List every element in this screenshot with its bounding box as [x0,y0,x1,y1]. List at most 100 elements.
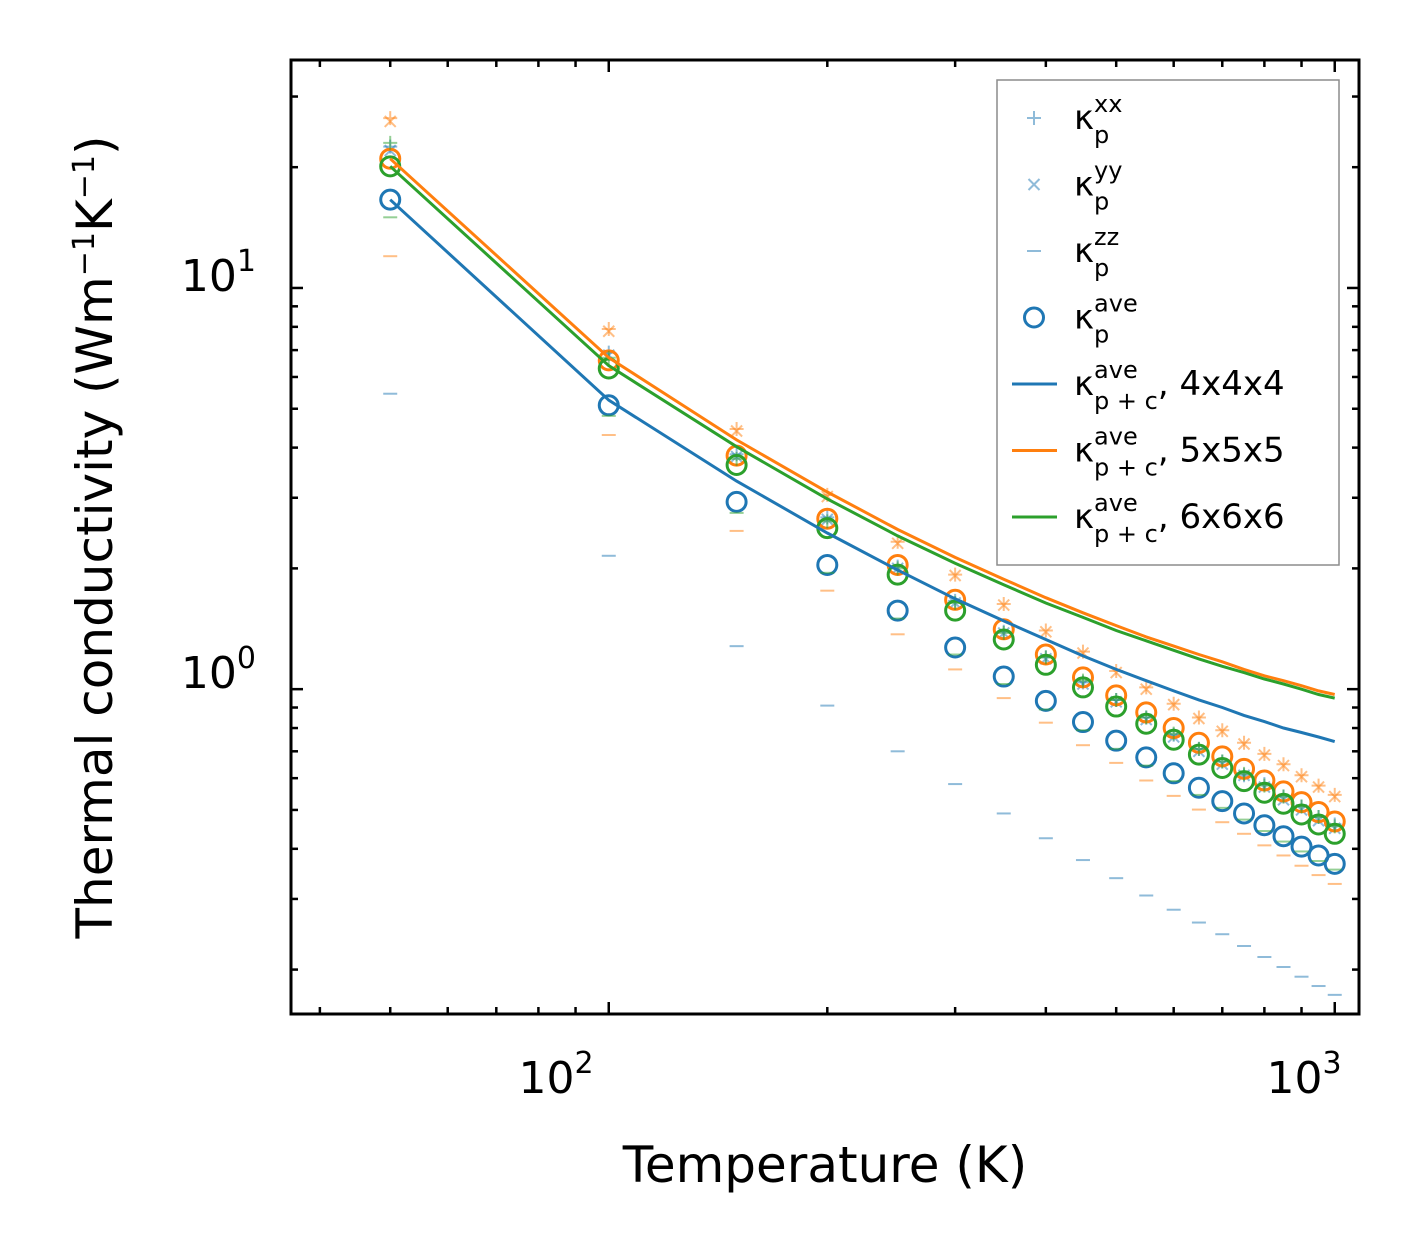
point-kave_4-800 [1253,814,1276,837]
point-kave_4-150 [725,490,748,513]
point-kave_4-650 [1187,776,1210,799]
x-tick-label-1000: 103 [1266,1046,1341,1104]
point-kxx_6-550 [1139,710,1154,725]
point-kxx_6-700 [1215,754,1230,769]
legend-item-kpc_4: κave p + c, 4x4x4 [1012,356,1285,415]
point-kyy_5-750 [1237,737,1251,751]
point-kave_6-400 [1034,653,1057,676]
point-kave_4-400 [1034,689,1057,712]
point-kave_6-550 [1135,712,1158,735]
point-kave_6-950 [1307,813,1330,836]
legend-label-kxx_4: κxx p [1074,90,1122,149]
point-kyy_5-850 [1277,759,1290,772]
series-kyy_5 [384,115,1341,803]
point-kxx_5-150 [729,422,744,437]
point-kyy_5-800 [1258,748,1271,762]
point-kave_6-600 [1162,728,1185,751]
point-kyy_5-600 [1167,698,1180,711]
legend-item-kpc_6: κave p + c, 6x6x6 [1012,489,1285,548]
line-kpc_6 [389,165,1336,700]
point-kave_4-50 [379,188,402,211]
point-kave_4-550 [1135,746,1158,769]
y-axis-label-sup-2: −1 [67,155,102,199]
point-kave_4-250 [886,599,909,622]
point-kave_6-900 [1290,803,1313,826]
point-kave_4-900 [1290,835,1313,858]
point-kave_6-150 [725,454,748,477]
legend-item-kyy_4: κyy p [1027,157,1122,216]
point-kxx_6-600 [1166,726,1181,741]
point-kyy_5-900 [1295,770,1308,783]
legend-box [996,79,1340,566]
point-kave_4-1000 [1323,852,1346,875]
legend-item-kave_4: κave p [1023,290,1138,349]
series-kpc_5 [389,157,1336,696]
tick-labels: 102 103 100 101 [181,244,1342,1104]
point-kyy_5-550 [1140,682,1153,696]
plot-area [379,111,1346,996]
series-kzz_6 [383,216,1342,871]
point-kxx_5-900 [1294,768,1309,783]
point-kave_4-500 [1105,729,1128,752]
point-kxx_5-550 [1139,680,1154,695]
point-kyy_5-350 [997,598,1010,612]
series-kzz_4 [383,392,1342,996]
point-kave_4-450 [1071,711,1094,734]
point-kave_4-700 [1211,790,1234,813]
y-tick-label-1: 100 [181,641,256,699]
point-kyy_5-50 [384,115,397,128]
legend-label-kpc_4: κave p + c, 4x4x4 [1074,356,1285,415]
point-kave_6-450 [1071,676,1094,699]
legend-label-kyy_4: κyy p [1074,157,1122,216]
legend-item-kxx_4: κxx p [1027,90,1122,149]
point-kave_6-700 [1211,757,1234,780]
point-kave_6-300 [944,599,967,622]
y-tick-label-10: 101 [181,244,256,302]
point-kyy_5-150 [730,424,743,438]
point-kave_4-600 [1162,762,1185,785]
legend-swatch-kxx_4 [1027,111,1041,125]
point-kyy_5-300 [948,569,962,582]
line-kpc_5 [389,157,1336,696]
series-kpc_6 [389,165,1336,700]
point-kave_4-850 [1272,825,1295,848]
point-kxx_5-1000 [1327,787,1342,802]
point-kyy_5-250 [891,537,904,550]
legend-swatch-kyy_4 [1027,178,1041,191]
legend-label-kpc_5: κave p + c, 5x5x5 [1074,423,1285,482]
line-kpc_4 [389,198,1336,744]
legend-item-kzz_4: κzz p [1027,223,1119,282]
point-kave_6-850 [1272,792,1295,815]
legend-label-kpc_6: κave p + c, 6x6x6 [1074,489,1285,548]
point-kave_6-350 [992,628,1015,651]
y-axis-label-sup-1: −1 [67,232,102,276]
point-kyy_5-100 [602,325,615,338]
point-kyy_5-400 [1039,625,1053,638]
x-tick-label-100: 102 [518,1046,593,1104]
series-kzz_5 [383,255,1342,885]
axes-frame [289,58,1361,1016]
point-kave_6-1000 [1323,822,1346,845]
point-kave_4-200 [816,553,839,576]
point-kyy_5-650 [1192,712,1206,725]
point-kyy_5-700 [1216,725,1229,738]
x-axis-label: Temperature (K) [622,1136,1027,1194]
point-kave_4-350 [992,665,1015,688]
point-kave_4-300 [944,636,967,659]
point-kxx_5-100 [601,322,616,337]
point-kave_6-800 [1253,781,1276,804]
axis-ticks [291,60,1359,1014]
point-kxx_5-950 [1311,778,1326,793]
legend-swatch-kave_4 [1023,306,1045,329]
series-kave_4 [379,188,1346,875]
point-kxx_6-350 [996,626,1011,641]
legend-label-kzz_4: κzz p [1074,223,1119,282]
legend-item-kpc_5: κave p + c, 5x5x5 [1012,423,1285,482]
legend: κxx p κyy p κzz p κave p κave p + c, 4x4x4 κave p +… [996,79,1340,566]
series-kave_6 [379,155,1346,845]
point-kave_6-500 [1105,695,1128,718]
point-kyy_5-1000 [1328,790,1341,803]
point-kave_4-750 [1233,802,1256,825]
point-kxx_5-50 [383,111,398,126]
